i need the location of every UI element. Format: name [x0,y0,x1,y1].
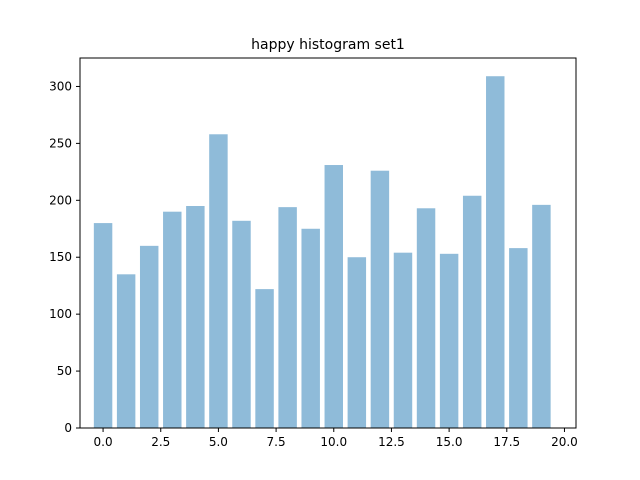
x-tick-label: 12.5 [378,435,405,449]
y-tick-label: 0 [64,421,72,435]
bar-10 [324,165,343,428]
y-tick-label: 50 [57,364,72,378]
bar-18 [509,248,528,428]
x-tick-label: 17.5 [493,435,520,449]
bar-7 [255,289,274,428]
bar-13 [393,252,413,428]
bar-15 [439,253,459,428]
x-tick-label: 5.0 [209,435,228,449]
y-tick-label: 300 [49,79,72,93]
chart-title: happy histogram set1 [251,37,405,53]
bar-12 [370,170,390,428]
x-tick-label: 2.5 [151,435,170,449]
y-axis: 0 50 100 150 200 250 300 [49,79,80,435]
y-tick-label: 200 [49,193,72,207]
bars-group [93,76,551,428]
bar-16 [462,195,482,428]
bar-4 [186,206,205,428]
bar-8 [278,207,297,428]
x-tick-label: 15.0 [436,435,463,449]
plot-area-frame [79,57,577,429]
y-tick-label: 250 [49,136,72,150]
bar-5 [209,134,228,428]
bar-0 [93,223,113,428]
x-tick-label: 10.0 [320,435,347,449]
x-axis: 0.0 2.5 5.0 7.5 10.0 12.5 15.0 17.5 20.0 [94,428,578,449]
bar-6 [232,220,251,428]
bar-14 [416,208,436,428]
bar-11 [347,257,367,428]
bar-17 [486,76,505,428]
bar-3 [163,211,182,428]
x-tick-label: 20.0 [551,435,578,449]
bar-19 [532,204,551,428]
bar-2 [139,245,159,428]
x-tick-label: 7.5 [267,435,286,449]
bar-9 [301,228,320,428]
y-tick-label: 150 [49,250,72,264]
bar-1 [116,274,136,428]
x-tick-label: 0.0 [94,435,113,449]
y-tick-label: 100 [49,307,72,321]
